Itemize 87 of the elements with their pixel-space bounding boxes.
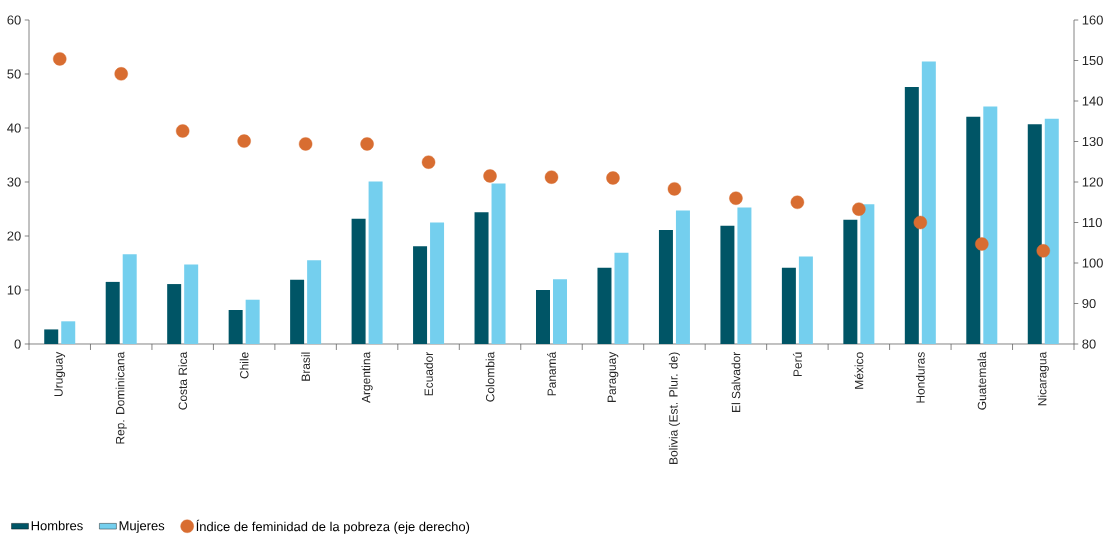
bar xyxy=(860,204,875,344)
point xyxy=(913,215,928,230)
point xyxy=(421,155,436,169)
point xyxy=(175,124,190,138)
point xyxy=(544,170,559,184)
point xyxy=(114,67,128,81)
bar xyxy=(430,222,445,344)
bar xyxy=(798,256,813,344)
bar xyxy=(904,86,919,344)
x-tick-label: Uruguay xyxy=(54,351,66,397)
legend-label: Hombres xyxy=(31,520,83,531)
bar xyxy=(351,218,366,344)
x-tick-label: Guatemala xyxy=(977,351,987,410)
bar xyxy=(122,254,137,344)
bar xyxy=(413,246,428,344)
point xyxy=(237,134,251,148)
y2-tick-label: 150 xyxy=(1082,55,1103,66)
point xyxy=(975,237,989,251)
point xyxy=(298,137,313,151)
bar xyxy=(966,116,981,344)
bar xyxy=(290,279,305,344)
x-tick-label: Rep. Dominicana xyxy=(115,351,127,444)
point xyxy=(606,171,620,185)
x-tick-label: Panamá xyxy=(547,351,556,396)
bar xyxy=(1044,118,1059,344)
bar xyxy=(184,264,199,344)
x-tick-label: Nicaragua xyxy=(1037,351,1049,406)
bar xyxy=(614,252,629,344)
bar xyxy=(61,321,76,344)
y2-tick-label: 160 xyxy=(1082,15,1103,25)
bar xyxy=(843,219,858,344)
x-tick-label: Perú xyxy=(792,352,802,377)
y-tick-label: 60 xyxy=(7,15,21,25)
bar xyxy=(307,260,322,344)
x-tick-label: Bolivia (Est. Plur. de) xyxy=(668,352,680,464)
y-tick-label: 10 xyxy=(7,285,21,295)
x-tick-label: Colombia xyxy=(485,351,495,402)
point xyxy=(1036,244,1050,258)
bar xyxy=(675,210,690,344)
y2-tick-label: 130 xyxy=(1082,136,1103,147)
x-tick-label: México xyxy=(854,352,864,389)
x-tick-label: Ecuador xyxy=(424,351,433,396)
y2-tick-label: 120 xyxy=(1082,177,1103,187)
bar xyxy=(781,267,796,344)
y-tick-label: 50 xyxy=(7,69,21,79)
x-tick-label: Brasil xyxy=(301,352,310,381)
y2-tick-label: 110 xyxy=(1082,217,1102,228)
x-tick-label: Chile xyxy=(239,352,249,379)
point xyxy=(790,195,805,209)
bar xyxy=(228,309,243,344)
point xyxy=(852,202,866,216)
y-tick-label: 0 xyxy=(14,339,21,349)
y-tick-label: 20 xyxy=(7,231,21,241)
point xyxy=(667,182,682,196)
bar xyxy=(658,230,673,344)
x-tick-label: Argentina xyxy=(361,351,373,403)
legend-label: Índice de feminidad de la pobreza (eje derecho) xyxy=(196,519,470,534)
bar xyxy=(105,281,120,344)
bar xyxy=(491,183,506,344)
x-tick-label: Honduras xyxy=(915,352,925,403)
bar xyxy=(474,212,489,344)
bar xyxy=(921,61,936,344)
bar xyxy=(553,279,567,344)
x-tick-label: El Salvador xyxy=(731,351,741,412)
point xyxy=(360,137,374,151)
bar xyxy=(368,181,383,344)
point xyxy=(729,191,743,205)
y2-tick-label: 100 xyxy=(1082,258,1103,268)
x-tick-label: Costa Rica xyxy=(178,351,188,410)
bar xyxy=(720,225,735,344)
y-tick-label: 40 xyxy=(7,123,21,133)
y-tick-label: 30 xyxy=(7,177,21,187)
bar xyxy=(737,207,752,344)
bar xyxy=(597,267,612,344)
y2-tick-label: 140 xyxy=(1082,96,1103,106)
bar xyxy=(983,106,998,344)
x-tick-label: Paraguay xyxy=(607,351,619,402)
point xyxy=(53,52,67,66)
bar xyxy=(167,284,182,344)
bar xyxy=(245,299,260,344)
y2-tick-label: 80 xyxy=(1082,339,1096,349)
point xyxy=(483,169,497,183)
bar xyxy=(44,329,59,344)
bar xyxy=(1027,124,1042,344)
legend-label: Mujeres xyxy=(119,520,165,533)
bar xyxy=(536,290,550,344)
y2-tick-label: 90 xyxy=(1082,298,1096,309)
